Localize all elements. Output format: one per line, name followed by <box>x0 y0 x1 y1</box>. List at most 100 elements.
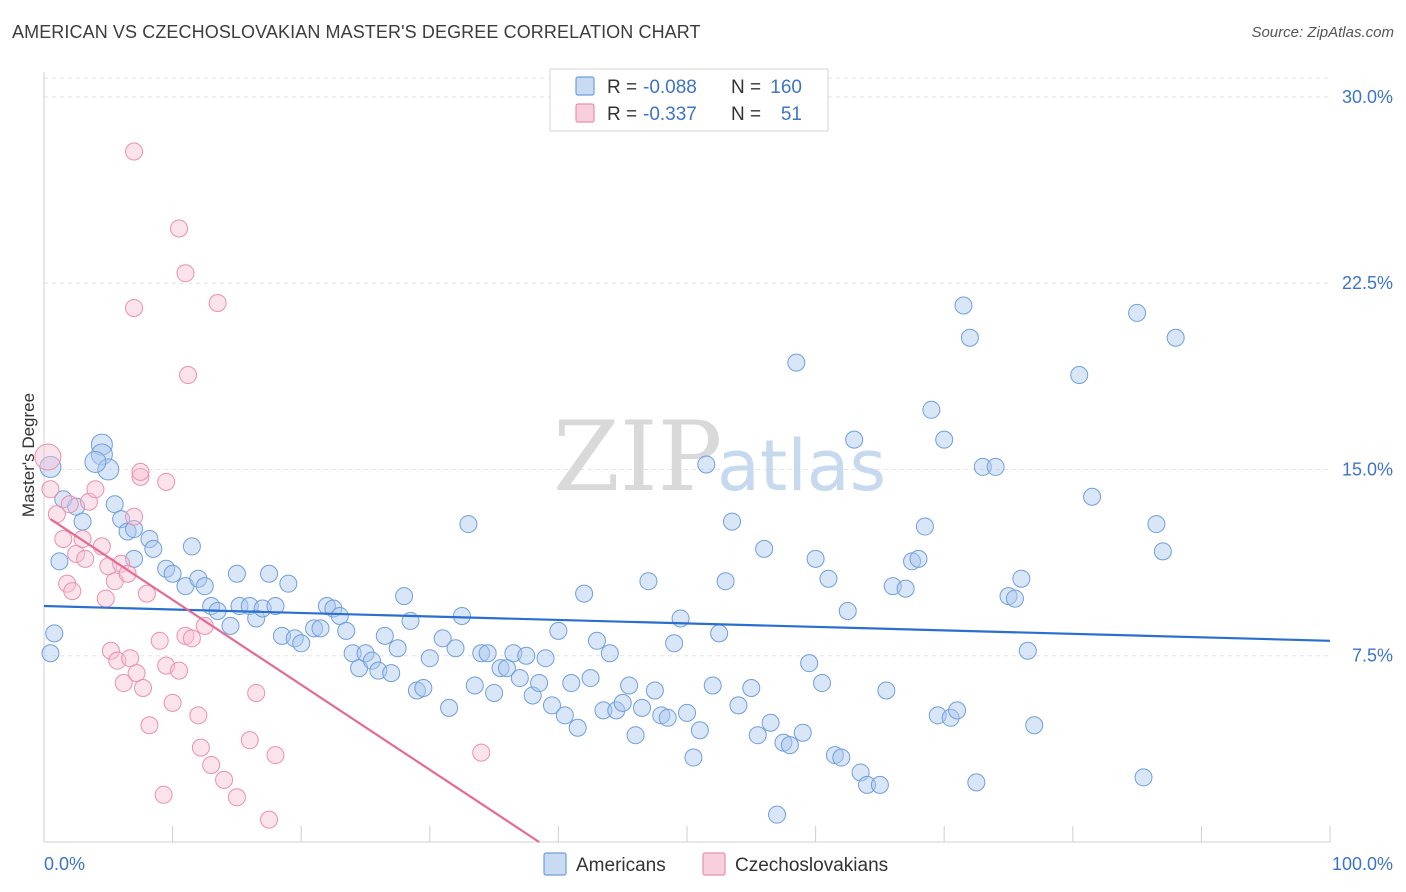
legend-n-label-1: N = <box>731 77 761 98</box>
point-americans <box>1128 303 1147 322</box>
point-czechoslovakians <box>170 661 189 680</box>
point-czechoslovakians <box>125 507 144 526</box>
point-americans <box>568 718 587 737</box>
point-americans <box>678 703 696 722</box>
x-tick-label-min: 0.0% <box>44 854 85 874</box>
point-americans <box>292 634 311 653</box>
point-czechoslovakians <box>176 264 195 283</box>
y-tick-labels: 7.5% 15.0% 22.5% 30.0% <box>1342 87 1393 666</box>
point-americans <box>870 775 889 794</box>
point-czechoslovakians <box>67 544 86 563</box>
point-americans <box>485 683 504 702</box>
point-americans <box>800 654 819 673</box>
point-americans <box>742 679 761 697</box>
legend-n-value-2: 51 <box>781 104 802 125</box>
point-czechoslovakians <box>54 529 73 548</box>
point-americans <box>973 457 992 476</box>
point-czechoslovakians <box>131 467 150 486</box>
point-americans <box>140 529 159 548</box>
point-americans <box>497 659 516 678</box>
point-americans <box>440 698 459 717</box>
point-americans <box>41 644 60 663</box>
point-americans <box>780 736 799 755</box>
point-americans <box>452 606 471 625</box>
legend-swatch-czechoslovakians <box>575 103 595 123</box>
point-americans <box>414 679 433 697</box>
point-americans <box>555 706 574 725</box>
point-americans <box>1166 328 1185 347</box>
point-americans <box>90 433 113 456</box>
point-americans <box>542 696 561 715</box>
point-americans <box>491 659 510 678</box>
point-americans <box>761 713 780 732</box>
point-americans <box>935 430 954 449</box>
point-czechoslovakians <box>140 716 159 735</box>
point-americans <box>478 644 497 663</box>
point-czechoslovakians <box>131 462 150 481</box>
point-americans <box>909 549 928 568</box>
point-czechoslovakians <box>125 298 144 317</box>
point-czechoslovakians <box>170 219 189 238</box>
point-americans <box>517 646 536 665</box>
y-tick-label: 7.5% <box>1352 646 1393 666</box>
point-americans <box>247 609 266 628</box>
point-americans <box>375 626 394 645</box>
point-czechoslovakians <box>266 746 285 765</box>
source-label: Source: ZipAtlas.com <box>1251 24 1394 41</box>
point-americans <box>594 701 613 720</box>
point-americans <box>144 539 163 558</box>
point-americans <box>819 569 838 588</box>
point-americans <box>459 515 478 534</box>
x-tick-labels: 0.0% 100.0% <box>44 854 1393 874</box>
point-americans <box>941 708 960 727</box>
point-americans <box>382 664 401 683</box>
point-czechoslovakians <box>127 664 146 683</box>
axes <box>43 72 1331 843</box>
point-americans <box>729 696 748 715</box>
point-americans <box>748 726 767 745</box>
point-americans <box>50 552 69 571</box>
point-americans <box>915 517 934 536</box>
point-americans <box>446 639 465 658</box>
legend-r-label-1: R = <box>607 77 637 98</box>
point-americans <box>388 639 407 658</box>
point-americans <box>986 457 1005 476</box>
point-americans <box>967 773 986 792</box>
point-americans <box>330 606 349 625</box>
point-americans <box>1012 569 1031 588</box>
point-americans <box>575 584 594 603</box>
watermark: ZIP atlas <box>553 401 886 513</box>
point-czechoslovakians <box>60 495 79 514</box>
point-americans <box>658 708 677 727</box>
point-czechoslovakians <box>76 549 95 568</box>
point-americans <box>362 651 381 670</box>
point-americans <box>562 674 581 693</box>
point-americans <box>97 458 120 481</box>
point-americans <box>90 443 113 466</box>
point-americans <box>311 619 330 638</box>
point-americans <box>838 602 857 620</box>
point-americans <box>877 681 896 700</box>
point-czechoslovakians <box>86 480 105 499</box>
y-axis-label: Master's Degree <box>19 393 38 517</box>
watermark-atlas: atlas <box>717 425 886 507</box>
point-czechoslovakians <box>114 674 133 693</box>
point-americans <box>260 564 279 583</box>
point-americans <box>896 579 915 598</box>
point-americans <box>343 644 362 663</box>
point-czechoslovakians <box>63 582 82 601</box>
point-americans <box>710 624 729 643</box>
point-americans <box>84 450 107 473</box>
point-czechoslovakians <box>163 693 182 712</box>
point-americans <box>600 644 619 663</box>
point-americans <box>607 701 626 720</box>
point-americans <box>1018 641 1037 660</box>
watermark-zip: ZIP <box>553 401 722 513</box>
point-americans <box>665 634 684 653</box>
legend-r-value-1: -0.088 <box>643 77 697 98</box>
point-americans <box>266 597 285 616</box>
point-americans <box>832 748 851 767</box>
point-americans <box>549 621 568 640</box>
legend-n-label-2: N = <box>731 104 761 125</box>
